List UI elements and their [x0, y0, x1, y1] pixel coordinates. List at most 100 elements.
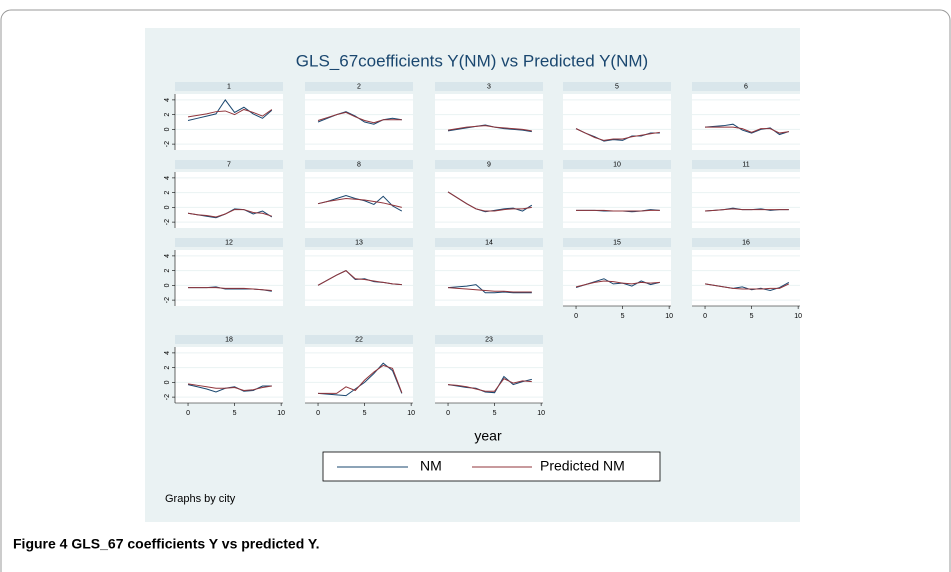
x-axis-title: year: [474, 428, 502, 444]
series-line: [317, 270, 402, 286]
panel-title: 5: [615, 83, 619, 90]
figure-caption: Figure 4 GLS_67 coefficients Y vs predic…: [13, 536, 320, 552]
panel-header: [435, 238, 543, 247]
panel-title: 18: [225, 336, 233, 343]
series-line: [317, 111, 402, 124]
panel-title: 6: [744, 83, 748, 90]
series-line: [705, 126, 789, 134]
series-line: [447, 125, 532, 132]
x-tick-label: 5: [363, 410, 367, 417]
panel: 2: [305, 82, 413, 150]
panel: 23 0 5 10: [435, 335, 545, 417]
x-tick-label: 5: [493, 410, 497, 417]
panel-title: 14: [485, 239, 493, 246]
legend-label: Predicted NM: [540, 458, 625, 474]
plot-area: [435, 250, 543, 306]
y-tick-label: 2: [164, 269, 171, 273]
y-tick-label: 4: [164, 98, 171, 102]
y-tick-label: 4: [164, 176, 171, 180]
plot-area: [692, 94, 800, 150]
panel: 9: [435, 160, 543, 228]
panel: 18 -2 0 2 4 0 5 10: [164, 335, 285, 417]
y-tick-label: 0: [164, 380, 171, 384]
panel: 11: [692, 160, 800, 228]
panel: 8: [305, 160, 413, 228]
y-tick-label: 0: [164, 283, 171, 287]
plot-area: [175, 94, 283, 150]
series-line: [704, 283, 790, 290]
series-line: [447, 375, 532, 394]
series-line: [447, 378, 532, 392]
panel: 6: [692, 82, 800, 150]
panel-title: 2: [357, 83, 361, 90]
panel: 22 0 5 10: [305, 335, 415, 417]
series-line: [576, 209, 660, 212]
panel-title: 23: [485, 336, 493, 343]
panel-header: [563, 82, 671, 91]
series-line: [187, 383, 272, 391]
legend-label: NM: [420, 458, 442, 474]
panel: 14: [435, 238, 543, 306]
y-tick-label: 4: [164, 351, 171, 355]
plot-area: [563, 172, 671, 228]
plot-area: [563, 94, 671, 150]
x-tick-label: 10: [277, 410, 285, 417]
y-tick-label: 0: [164, 205, 171, 209]
plot-area: [175, 172, 283, 228]
y-tick-label: 2: [164, 366, 171, 370]
panel-header: [175, 238, 283, 247]
panel-title: 12: [225, 239, 233, 246]
panel-header: [435, 335, 543, 344]
panel-header: [692, 82, 800, 91]
panel: 13: [305, 238, 413, 306]
plot-area: [305, 347, 413, 403]
plot-area: [175, 250, 283, 306]
series-line: [704, 208, 789, 212]
panel-header: [305, 82, 413, 91]
x-tick-label: 10: [407, 410, 415, 417]
plot-area: [563, 250, 671, 306]
x-tick-label: 5: [233, 410, 237, 417]
x-tick-label: 0: [574, 313, 578, 320]
panel-title: 16: [742, 239, 750, 246]
series-line: [187, 108, 273, 118]
panel: 1 -2 0 2 4: [164, 82, 283, 150]
y-tick-label: 0: [164, 127, 171, 131]
panel-header: [175, 160, 283, 169]
panel: 16 0 5 10: [692, 238, 802, 320]
x-tick-label: 10: [537, 410, 545, 417]
panel-title: 15: [613, 239, 621, 246]
x-tick-label: 0: [446, 410, 450, 417]
y-tick-label: -2: [164, 141, 171, 147]
series-line: [447, 191, 532, 212]
series-line: [447, 287, 532, 293]
series-line: [447, 284, 532, 294]
panel-title: 1: [227, 83, 231, 90]
panel-header: [175, 82, 283, 91]
panel: 3: [435, 82, 543, 150]
panel-header: [175, 335, 283, 344]
y-tick-label: 2: [164, 113, 171, 117]
panel: 5: [563, 82, 671, 150]
panel-header: [435, 82, 543, 91]
series-line: [187, 209, 272, 218]
y-tick-label: -2: [164, 297, 171, 303]
panel-header: [563, 238, 671, 247]
plot-area: [435, 347, 543, 403]
panel: 7 -2 0 2 4: [164, 160, 283, 228]
x-tick-label: 10: [665, 313, 673, 320]
plot-area: [435, 172, 543, 228]
y-tick-label: -2: [164, 219, 171, 225]
panel-title: 9: [487, 161, 491, 168]
panel-header: [305, 335, 413, 344]
y-tick-label: -2: [164, 394, 171, 400]
plot-area: [692, 250, 800, 306]
chart-title: GLS_67coefficients Y(NM) vs Predicted Y(…: [296, 51, 648, 70]
panel-title: 13: [355, 239, 363, 246]
panel-header: [305, 238, 413, 247]
series-line: [318, 364, 403, 394]
legend: NM Predicted NM: [337, 458, 625, 474]
panel-header: [435, 160, 543, 169]
panel: 12 -2 0 2 4: [164, 238, 283, 306]
